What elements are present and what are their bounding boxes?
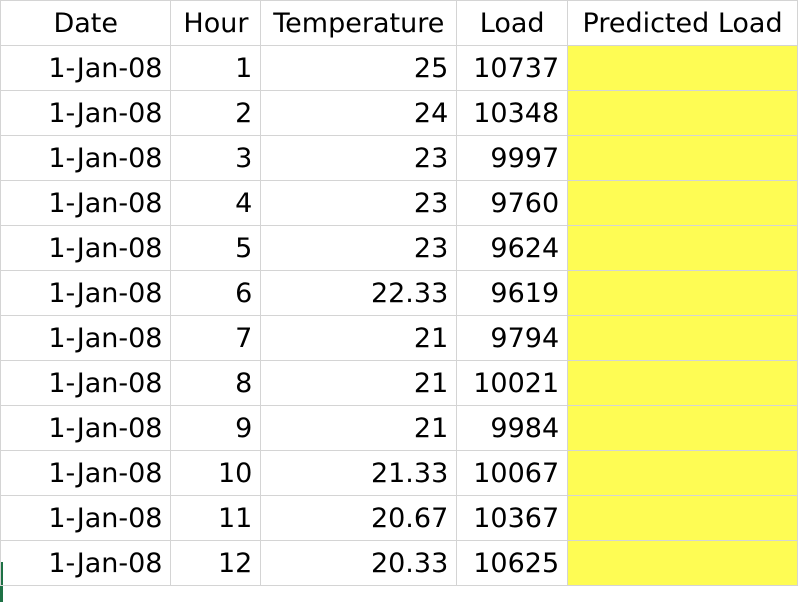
table-row: 1-Jan-08 7 21 9794 [0, 315, 798, 361]
header-cell-temperature[interactable]: Temperature [260, 0, 458, 46]
table-row: 1-Jan-08 4 23 9760 [0, 180, 798, 226]
header-cell-hour[interactable]: Hour [170, 0, 262, 46]
cell-load[interactable]: 9794 [456, 315, 569, 361]
cell-temperature[interactable]: 22.33 [260, 270, 458, 316]
cell-load[interactable]: 9997 [456, 135, 569, 181]
cell-date[interactable]: 1-Jan-08 [0, 135, 172, 181]
cell-load[interactable]: 9619 [456, 270, 569, 316]
table-row: 1-Jan-08 11 20.67 10367 [0, 495, 798, 541]
cell-load[interactable]: 10737 [456, 45, 569, 91]
cell-date[interactable]: 1-Jan-08 [0, 180, 172, 226]
cell-temperature[interactable]: 23 [260, 225, 458, 271]
cell-predicted-load[interactable] [567, 45, 798, 91]
cell-hour[interactable]: 3 [170, 135, 262, 181]
cell-hour[interactable]: 10 [170, 450, 262, 496]
cell-predicted-load[interactable] [567, 450, 798, 496]
cell-date[interactable]: 1-Jan-08 [0, 450, 172, 496]
table-row: 1-Jan-08 8 21 10021 [0, 360, 798, 406]
cell-temperature[interactable]: 20.67 [260, 495, 458, 541]
spreadsheet-grid: Date Hour Temperature Load Predicted Loa… [0, 0, 798, 586]
cell-load[interactable]: 10367 [456, 495, 569, 541]
cell-temperature[interactable]: 23 [260, 135, 458, 181]
cell-temperature[interactable]: 24 [260, 90, 458, 136]
cell-date[interactable]: 1-Jan-08 [0, 315, 172, 361]
cell-predicted-load[interactable] [567, 135, 798, 181]
cell-predicted-load[interactable] [567, 405, 798, 451]
cell-hour[interactable]: 2 [170, 90, 262, 136]
cell-predicted-load[interactable] [567, 315, 798, 361]
cell-predicted-load[interactable] [567, 180, 798, 226]
table-row: 1-Jan-08 10 21.33 10067 [0, 450, 798, 496]
cell-predicted-load[interactable] [567, 270, 798, 316]
cell-load[interactable]: 10348 [456, 90, 569, 136]
cell-hour[interactable]: 9 [170, 405, 262, 451]
cell-temperature[interactable]: 21 [260, 405, 458, 451]
cell-load[interactable]: 9984 [456, 405, 569, 451]
cell-date[interactable]: 1-Jan-08 [0, 405, 172, 451]
table-row: 1-Jan-08 3 23 9997 [0, 135, 798, 181]
cell-date[interactable]: 1-Jan-08 [0, 225, 172, 271]
cell-date[interactable]: 1-Jan-08 [0, 45, 172, 91]
cell-hour[interactable]: 1 [170, 45, 262, 91]
cell-predicted-load[interactable] [567, 225, 798, 271]
table-row: 1-Jan-08 12 20.33 10625 [0, 540, 798, 586]
cell-date[interactable]: 1-Jan-08 [0, 540, 172, 586]
cell-load[interactable]: 10625 [456, 540, 569, 586]
cell-date[interactable]: 1-Jan-08 [0, 495, 172, 541]
table-row: 1-Jan-08 1 25 10737 [0, 45, 798, 91]
cell-hour[interactable]: 5 [170, 225, 262, 271]
cell-load[interactable]: 9760 [456, 180, 569, 226]
header-cell-date[interactable]: Date [0, 0, 172, 46]
table-row: 1-Jan-08 2 24 10348 [0, 90, 798, 136]
cell-date[interactable]: 1-Jan-08 [0, 270, 172, 316]
header-cell-load[interactable]: Load [456, 0, 569, 46]
cell-temperature[interactable]: 21 [260, 315, 458, 361]
cell-load[interactable]: 10067 [456, 450, 569, 496]
cell-hour[interactable]: 7 [170, 315, 262, 361]
cell-date[interactable]: 1-Jan-08 [0, 90, 172, 136]
cell-hour[interactable]: 6 [170, 270, 262, 316]
cell-predicted-load[interactable] [567, 540, 798, 586]
cell-hour[interactable]: 4 [170, 180, 262, 226]
cell-temperature[interactable]: 21 [260, 360, 458, 406]
cell-hour[interactable]: 12 [170, 540, 262, 586]
cell-load[interactable]: 9624 [456, 225, 569, 271]
header-row: Date Hour Temperature Load Predicted Loa… [0, 0, 798, 46]
cell-temperature[interactable]: 25 [260, 45, 458, 91]
cell-temperature[interactable]: 20.33 [260, 540, 458, 586]
cell-date[interactable]: 1-Jan-08 [0, 360, 172, 406]
cell-hour[interactable]: 11 [170, 495, 262, 541]
cell-predicted-load[interactable] [567, 90, 798, 136]
cell-hour[interactable]: 8 [170, 360, 262, 406]
cell-predicted-load[interactable] [567, 360, 798, 406]
cell-predicted-load[interactable] [567, 495, 798, 541]
cell-temperature[interactable]: 21.33 [260, 450, 458, 496]
header-cell-predicted-load[interactable]: Predicted Load [567, 0, 798, 46]
cell-load[interactable]: 10021 [456, 360, 569, 406]
table-row: 1-Jan-08 9 21 9984 [0, 405, 798, 451]
table-row: 1-Jan-08 6 22.33 9619 [0, 270, 798, 316]
table-row: 1-Jan-08 5 23 9624 [0, 225, 798, 271]
cell-temperature[interactable]: 23 [260, 180, 458, 226]
